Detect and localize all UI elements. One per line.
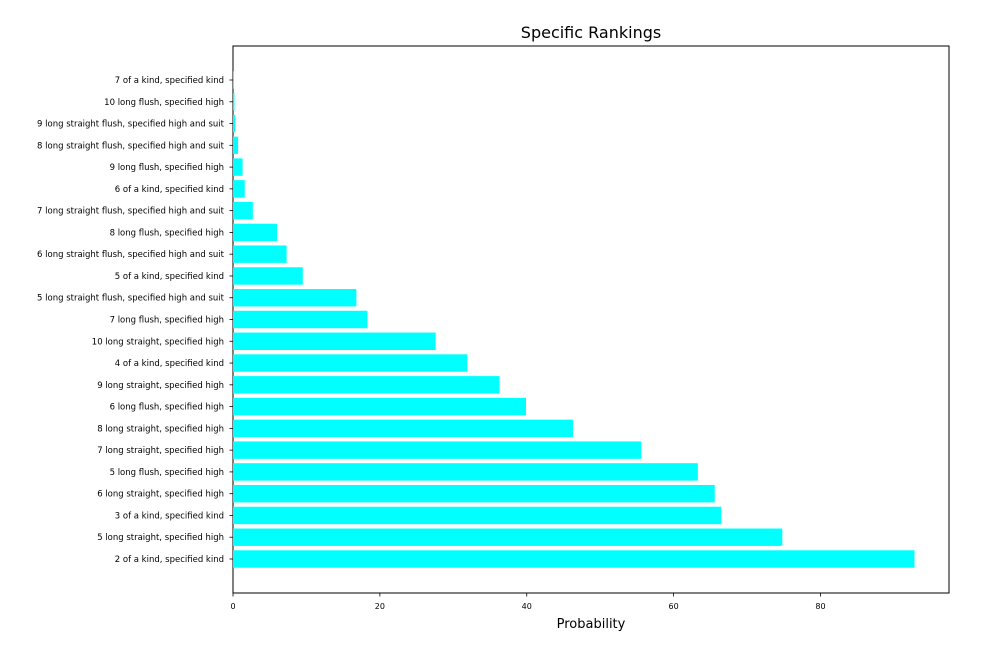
bar <box>233 180 245 198</box>
bar <box>233 136 239 155</box>
y-axis-ticks: 2 of a kind, specified kind 5 long straig… <box>37 76 233 565</box>
y-tick-label: 10 long straight, specified high <box>92 337 224 347</box>
y-tick-label: 2 of a kind, specified kind <box>115 555 224 565</box>
x-axis-label: Probability <box>557 617 626 632</box>
bar <box>233 397 527 416</box>
bar <box>233 289 357 307</box>
bar <box>233 267 303 285</box>
x-tick-label: 20 <box>375 602 385 611</box>
y-tick-label: 7 of a kind, specified kind <box>115 76 224 86</box>
bar <box>233 463 698 481</box>
bar <box>233 484 715 503</box>
y-tick-label: 5 long straight, specified high <box>97 533 224 543</box>
y-tick-label: 5 long straight flush, specified high an… <box>37 294 225 304</box>
bar <box>233 376 500 394</box>
y-tick-label: 4 of a kind, specified kind <box>115 359 224 369</box>
bar <box>233 441 642 459</box>
bar <box>233 93 235 111</box>
y-tick-label: 8 long straight flush, specified high an… <box>37 141 225 151</box>
x-tick-label: 0 <box>230 602 235 611</box>
bar <box>233 201 253 220</box>
y-tick-label: 7 long flush, specified high <box>110 316 224 326</box>
x-tick-label: 40 <box>522 602 532 611</box>
bar <box>233 419 574 438</box>
y-tick-label: 7 long straight flush, specified high an… <box>37 207 225 217</box>
y-tick-label: 6 long straight, specified high <box>97 490 224 500</box>
bar <box>233 332 436 350</box>
bar <box>233 528 783 546</box>
y-tick-label: 3 of a kind, specified kind <box>115 511 224 521</box>
bar <box>233 114 236 133</box>
x-tick-label: 80 <box>815 602 825 611</box>
bar <box>233 354 468 372</box>
x-axis-ticks: 0 20 40 60 80 <box>230 593 826 611</box>
y-tick-label: 9 long straight, specified high <box>97 381 224 391</box>
y-tick-label: 6 long flush, specified high <box>110 403 224 413</box>
y-tick-label: 6 long straight flush, specified high an… <box>37 250 225 260</box>
bar <box>233 506 722 525</box>
bars-group <box>233 71 915 568</box>
y-tick-label: 5 of a kind, specified kind <box>115 272 224 282</box>
y-tick-label: 7 long straight, specified high <box>97 446 224 456</box>
x-tick-label: 60 <box>669 602 679 611</box>
y-tick-label: 10 long flush, specified high <box>104 98 224 108</box>
chart-title: Specific Rankings <box>521 23 661 42</box>
y-tick-label: 9 long flush, specified high <box>110 163 224 173</box>
bar <box>233 158 243 176</box>
y-tick-label: 8 long straight, specified high <box>97 424 224 434</box>
bar <box>233 223 278 242</box>
y-tick-label: 9 long straight flush, specified high an… <box>37 120 225 130</box>
y-tick-label: 6 of a kind, specified kind <box>115 185 224 195</box>
bar <box>233 550 915 568</box>
bar <box>233 310 368 329</box>
y-tick-label: 5 long flush, specified high <box>110 468 224 478</box>
bar <box>233 245 287 263</box>
y-tick-label: 8 long flush, specified high <box>110 228 224 238</box>
